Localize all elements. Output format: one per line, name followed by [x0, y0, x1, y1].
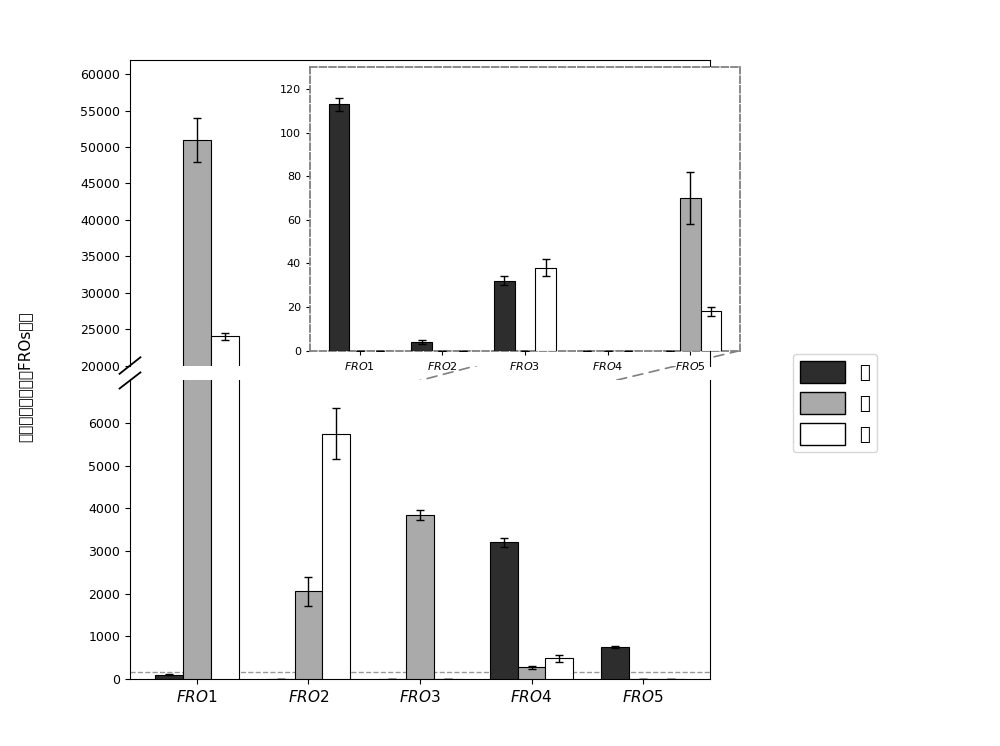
Bar	[329, 104, 349, 351]
Bar	[295, 496, 322, 511]
Bar	[411, 342, 432, 351]
Text: 每百万看家基因中FROs数目: 每百万看家基因中FROs数目	[17, 311, 33, 442]
Bar	[680, 198, 701, 351]
Bar	[155, 674, 183, 679]
Bar	[183, 0, 211, 679]
Bar	[322, 433, 350, 679]
Bar	[322, 469, 350, 511]
Bar	[211, 0, 239, 679]
Bar	[701, 311, 721, 351]
Legend: 根, 茎, 叶: 根, 茎, 叶	[793, 354, 877, 452]
Bar	[545, 659, 573, 679]
Bar	[183, 140, 211, 511]
Bar	[601, 506, 629, 511]
Bar	[601, 647, 629, 679]
Bar	[545, 508, 573, 511]
Bar	[518, 510, 545, 511]
Bar	[518, 668, 545, 679]
Bar	[406, 483, 434, 511]
Bar	[535, 268, 556, 351]
Bar	[295, 592, 322, 679]
Bar	[490, 488, 518, 511]
Bar	[494, 280, 515, 351]
Bar	[490, 542, 518, 679]
Bar	[406, 515, 434, 679]
Bar	[211, 336, 239, 511]
